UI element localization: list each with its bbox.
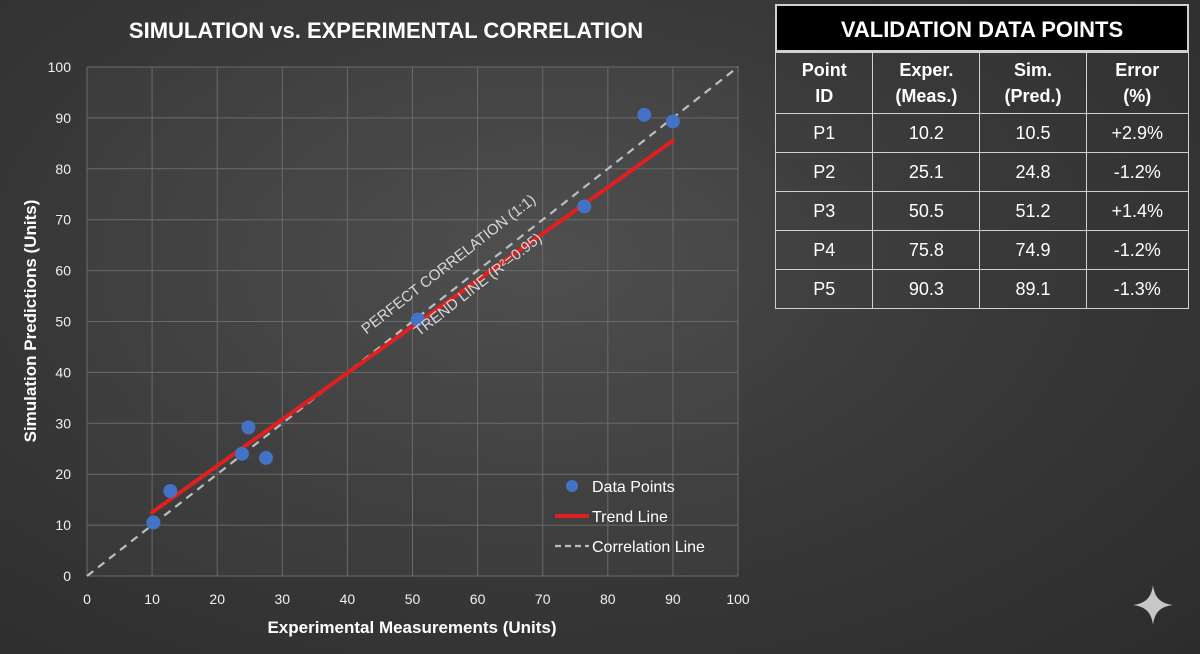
x-axis-title: Experimental Measurements (Units) (267, 618, 556, 637)
data-point (163, 483, 178, 498)
x-tick-label: 70 (535, 591, 551, 607)
table-row: P3 50.5 51.2 +1.4% (774, 191, 1190, 231)
table-row: P4 75.8 74.9 -1.2% (774, 230, 1190, 270)
cell-error: +2.9% (1085, 113, 1190, 153)
data-point (665, 114, 680, 129)
header-line: Exper. (899, 60, 954, 80)
data-point (146, 515, 161, 530)
y-tick-label: 30 (55, 415, 71, 431)
legend-label: Trend Line (592, 509, 668, 526)
data-point (259, 450, 274, 465)
legend: Data Points Trend Line Correlation Line (555, 479, 705, 556)
y-tick-label: 100 (48, 59, 72, 75)
cell-error: -1.2% (1085, 230, 1190, 270)
cell-point-id: P5 (774, 269, 874, 309)
y-tick-label: 10 (55, 517, 71, 533)
data-point (234, 446, 249, 461)
validation-table-panel: VALIDATION DATA POINTS Point ID Exper. (… (774, 4, 1190, 309)
x-tick-label: 80 (600, 591, 616, 607)
table-title: VALIDATION DATA POINTS (775, 4, 1189, 52)
cell-point-id: P3 (774, 191, 874, 231)
cell-simulation: 51.2 (979, 191, 1087, 231)
header-experimental: Exper. (Meas.) (872, 52, 981, 114)
cell-simulation: 10.5 (979, 113, 1087, 153)
legend-marker-scatter (566, 480, 578, 492)
plot-area: 0 10 20 30 40 50 60 70 80 90 100 0 10 20 30 40 50 60 70 80 9… (48, 59, 750, 607)
sparkle-icon (1133, 585, 1173, 625)
validation-table: Point ID Exper. (Meas.) Sim. (Pred.) Err… (774, 52, 1190, 309)
header-point-id: Point ID (774, 52, 874, 114)
y-tick-label: 80 (55, 161, 71, 177)
cell-experimental: 10.2 (872, 113, 981, 153)
table-header-row: Point ID Exper. (Meas.) Sim. (Pred.) Err… (774, 52, 1190, 114)
chart: SIMULATION vs. EXPERIMENTAL CORRELATION … (21, 18, 750, 637)
table-row: P2 25.1 24.8 -1.2% (774, 152, 1190, 192)
x-tick-label: 50 (405, 591, 421, 607)
x-tick-label: 60 (470, 591, 486, 607)
x-tick-label: 100 (726, 591, 750, 607)
cell-error: -1.2% (1085, 152, 1190, 192)
y-tick-label: 70 (55, 212, 71, 228)
cell-point-id: P2 (774, 152, 874, 192)
header-line: Error (1115, 60, 1160, 80)
cell-experimental: 50.5 (872, 191, 981, 231)
header-line: Sim. (1013, 60, 1052, 80)
y-tick-label: 0 (63, 568, 71, 584)
header-simulation: Sim. (Pred.) (979, 52, 1087, 114)
cell-experimental: 90.3 (872, 269, 981, 309)
y-tick-label: 40 (55, 364, 71, 380)
cell-point-id: P4 (774, 230, 874, 270)
cell-experimental: 25.1 (872, 152, 981, 192)
cell-simulation: 89.1 (979, 269, 1087, 309)
x-tick-label: 0 (83, 591, 91, 607)
x-tick-label: 40 (340, 591, 356, 607)
y-tick-label: 50 (55, 314, 71, 330)
y-tick-label: 20 (55, 466, 71, 482)
legend-label: Correlation Line (592, 539, 705, 556)
header-line: Point (801, 60, 847, 80)
y-tick-label: 90 (55, 110, 71, 126)
cell-error: -1.3% (1085, 269, 1190, 309)
legend-label: Data Points (592, 479, 675, 496)
header-line: (Pred.) (1004, 86, 1062, 106)
cell-simulation: 74.9 (979, 230, 1087, 270)
header-error: Error (%) (1085, 52, 1190, 114)
header-line: ID (815, 86, 834, 106)
table-row: P5 90.3 89.1 -1.3% (774, 269, 1190, 309)
x-tick-label: 90 (665, 591, 681, 607)
header-line: (%) (1123, 86, 1152, 106)
x-tick-label: 30 (275, 591, 291, 607)
chart-title: SIMULATION vs. EXPERIMENTAL CORRELATION (129, 18, 643, 43)
cell-error: +1.4% (1085, 191, 1190, 231)
data-point (410, 312, 425, 327)
y-tick-label: 60 (55, 263, 71, 279)
data-point (241, 420, 256, 435)
cell-point-id: P1 (774, 113, 874, 153)
data-point (637, 107, 652, 122)
table-row: P1 10.2 10.5 +2.9% (774, 113, 1190, 153)
x-tick-label: 20 (209, 591, 225, 607)
x-tick-label: 10 (144, 591, 160, 607)
y-axis-title: Simulation Predictions (Units) (21, 200, 40, 443)
data-point (577, 199, 592, 214)
cell-experimental: 75.8 (872, 230, 981, 270)
cell-simulation: 24.8 (979, 152, 1087, 192)
header-line: (Meas.) (895, 86, 958, 106)
